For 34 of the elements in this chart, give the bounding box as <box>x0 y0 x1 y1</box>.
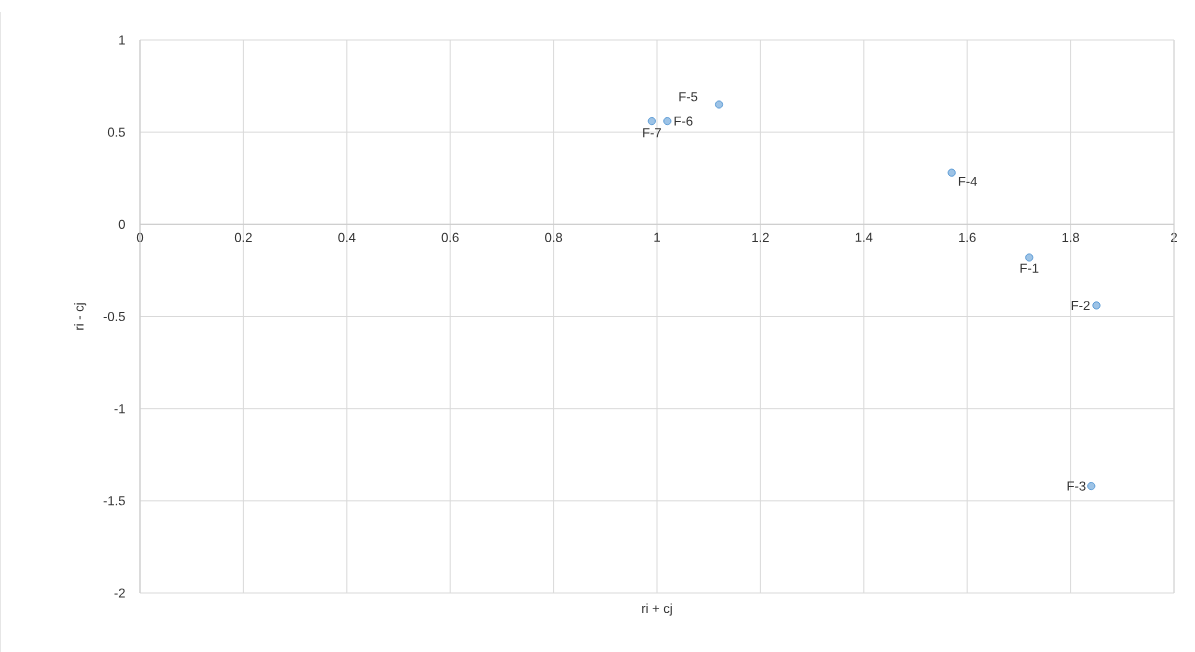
x-tick-label: 0 <box>136 232 144 243</box>
y-tick-label: 0.5 <box>107 127 125 137</box>
x-tick-label: 0.8 <box>545 232 563 243</box>
annotation: F-4 <box>958 176 978 186</box>
annotation: F-3 <box>1067 481 1086 491</box>
point <box>714 100 724 109</box>
x-tick-label: 0.6 <box>441 232 459 243</box>
x-tick-label: 0.2 <box>234 232 252 243</box>
y-tick-label: -0.5 <box>103 311 125 322</box>
x-tick-label: 2 <box>1171 232 1177 242</box>
x-tick-label: 0.4 <box>338 232 356 243</box>
annotation: F-2 <box>1071 300 1090 310</box>
point <box>1025 253 1034 262</box>
annotation: F-5 <box>679 92 698 102</box>
x-axis-title: ri + cj <box>642 603 672 616</box>
annotation: F-7 <box>643 128 661 138</box>
y-tick-label: -1 <box>114 404 125 414</box>
x-tick-label: 1 <box>654 232 660 242</box>
x-tick-label: 1.8 <box>1062 232 1080 243</box>
y-tick-label: 1 <box>119 35 125 45</box>
y-tick-label: 0 <box>118 219 125 229</box>
annotation: F-6 <box>674 116 693 126</box>
point <box>647 117 656 126</box>
y-axis-title: ri - cj <box>74 303 87 330</box>
point <box>1092 301 1101 310</box>
x-tick-label: 1.6 <box>959 232 976 243</box>
y-tick-label: -1.5 <box>103 496 125 506</box>
point <box>1087 481 1096 491</box>
y-tick-label: -2 <box>114 588 125 598</box>
annotation: F-1 <box>1020 263 1039 273</box>
point <box>663 117 672 126</box>
x-tick-label: 1.4 <box>855 232 873 242</box>
x-tick-label: 1.2 <box>752 232 769 242</box>
point <box>947 168 956 177</box>
